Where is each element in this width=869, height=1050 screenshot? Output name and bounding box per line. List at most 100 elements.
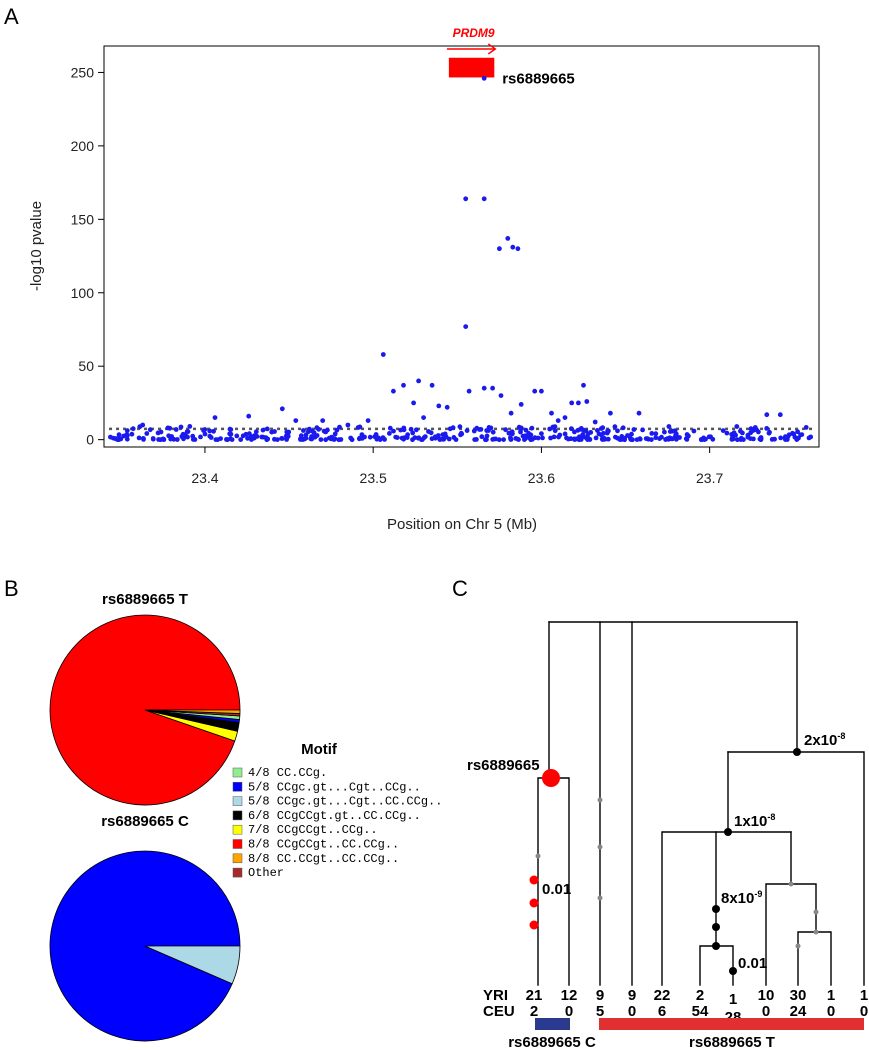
x-tick-label: 23.4 [191, 470, 218, 486]
data-point [586, 436, 592, 442]
count-yri: 1 [729, 991, 737, 1008]
mutation-dot-red [529, 920, 539, 930]
count-ceu: 6 [658, 1003, 666, 1020]
data-point [505, 236, 511, 241]
legend-swatch [232, 767, 243, 778]
count-ceu: 0 [565, 1003, 573, 1020]
data-point [532, 435, 538, 441]
count-yri: 30 [790, 987, 807, 1004]
data-point [653, 431, 659, 437]
data-point [213, 437, 219, 442]
data-point [355, 425, 361, 430]
node-dot [729, 967, 737, 975]
data-point [562, 415, 568, 420]
pie-slice [144, 709, 241, 714]
data-point [416, 378, 421, 384]
data-point [293, 418, 299, 423]
legend-swatch [232, 796, 243, 806]
freq-label-2: 0.01 [738, 955, 767, 972]
legend-swatch [232, 824, 243, 835]
data-point [298, 433, 304, 439]
data-point [429, 436, 435, 442]
data-point [184, 429, 190, 434]
data-point [724, 430, 730, 436]
data-point [311, 430, 317, 436]
gene-arrow-head [487, 43, 497, 55]
data-point [411, 400, 416, 406]
data-point [399, 435, 405, 441]
count-yri: 9 [628, 987, 636, 1004]
data-point [608, 410, 613, 416]
data-point [583, 428, 589, 434]
data-point [706, 434, 712, 440]
data-point [595, 428, 600, 433]
data-point [508, 435, 513, 441]
x-axis: 23.4 23.5 23.6 23.7 [191, 446, 723, 486]
data-point [539, 388, 544, 394]
data-point [734, 424, 740, 429]
t-right-branch [765, 831, 832, 986]
count-yri: 12 [561, 987, 578, 1004]
data-point [314, 433, 320, 438]
data-point [490, 429, 496, 435]
legend-label: 5/8 CCgc.gt...Cgt..CC.CCg.. [248, 795, 442, 809]
count-yri: 9 [596, 987, 604, 1004]
data-point [672, 428, 678, 434]
data-point [506, 430, 512, 436]
data-point [337, 424, 342, 430]
data-point [496, 437, 502, 443]
data-point [516, 437, 521, 442]
x-axis-title: Position on Chr 5 (Mb) [387, 516, 537, 533]
data-point [518, 429, 523, 435]
data-point [130, 426, 136, 432]
data-point [657, 436, 662, 441]
count-ceu: 0 [860, 1003, 868, 1020]
data-point [198, 434, 203, 440]
data-point [187, 424, 193, 429]
data-point [751, 436, 756, 442]
motif-legend: 4/8 CC.CCg.5/8 CCgc.gt...Cgt..CCg..5/8 C… [232, 766, 442, 880]
data-point [474, 425, 480, 431]
panel-a-letter: A [4, 4, 19, 29]
data-point [447, 426, 453, 432]
data-point [190, 437, 196, 442]
x-tick-label: 23.7 [696, 470, 723, 486]
data-point [490, 385, 495, 391]
data-point [493, 436, 498, 442]
data-point [644, 436, 650, 442]
data-point [498, 393, 504, 398]
pie-chart-t [49, 614, 241, 806]
data-point [556, 434, 561, 440]
data-point [562, 431, 568, 437]
data-point [387, 431, 392, 436]
data-point [212, 415, 218, 420]
data-point [144, 431, 150, 436]
data-point [529, 425, 535, 431]
y-tick-label: 0 [86, 432, 94, 448]
legend-title: Motif [301, 741, 338, 758]
data-point [604, 430, 610, 436]
data-point [580, 432, 586, 437]
data-point [238, 437, 244, 442]
mutation-dot [788, 881, 794, 887]
node-dot [793, 748, 801, 756]
data-point [380, 352, 386, 357]
data-point [622, 437, 627, 443]
data-point [731, 430, 737, 436]
data-point [245, 435, 250, 441]
manhattan-plot: 0 50 100 150 200 250 23.4 23.5 23.6 23.7 PRDM9 r… [28, 26, 820, 533]
count-ceu: 0 [762, 1003, 770, 1020]
row-label-yri: YRI [483, 987, 508, 1004]
y-tick-label: 250 [71, 64, 95, 80]
data-point [415, 435, 421, 441]
data-point [579, 426, 584, 432]
mutation-dot [795, 943, 801, 949]
data-point [569, 400, 575, 406]
data-point [166, 433, 172, 439]
data-point [795, 429, 800, 435]
data-point [576, 400, 581, 406]
data-point [796, 435, 801, 441]
data-point [208, 435, 214, 440]
data-point [359, 435, 364, 441]
y-tick-label: 50 [78, 358, 94, 374]
